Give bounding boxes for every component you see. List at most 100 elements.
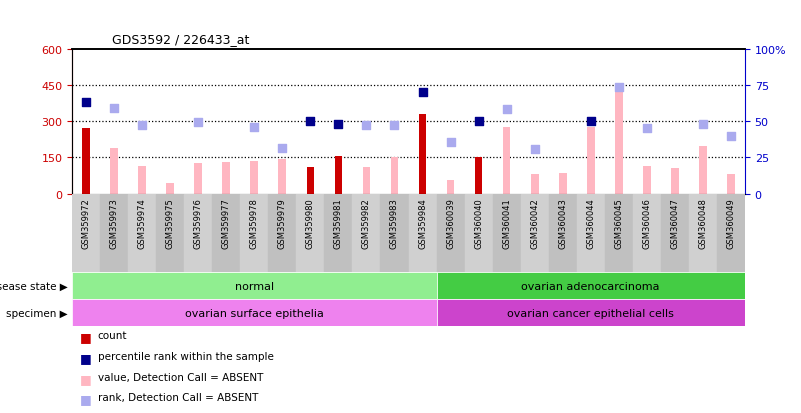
Bar [437,299,745,326]
Bar [139,166,146,194]
Text: ■: ■ [80,372,92,385]
Bar [549,194,577,273]
Point [724,133,737,140]
Bar [296,194,324,273]
Point [473,119,485,125]
Bar [279,159,286,194]
Bar [437,273,745,299]
Text: GSM359984: GSM359984 [418,198,427,249]
Text: disease state ▶: disease state ▶ [0,281,68,291]
Text: percentile rank within the sample: percentile rank within the sample [98,351,274,361]
Point [584,119,597,125]
Bar [307,168,314,194]
Bar [128,194,156,273]
Bar [447,181,454,194]
Bar [475,158,482,194]
Bar [391,158,398,194]
Text: GSM359978: GSM359978 [250,198,259,249]
Bar [184,194,212,273]
Text: GSM360045: GSM360045 [614,198,623,249]
Bar [268,194,296,273]
Bar [615,93,622,194]
Bar [363,168,370,194]
Bar [156,194,184,273]
Bar [72,273,437,299]
Bar [577,194,605,273]
Text: GSM360049: GSM360049 [727,198,735,249]
Point [444,139,457,146]
Bar [111,148,118,194]
Bar [167,183,174,194]
Text: GSM360048: GSM360048 [698,198,707,249]
Bar [195,164,202,194]
Text: GSM360043: GSM360043 [558,198,567,249]
Text: ovarian surface epithelia: ovarian surface epithelia [185,308,324,318]
Bar [689,194,717,273]
Bar [83,129,90,194]
Text: GSM359972: GSM359972 [82,198,91,249]
Point [500,107,513,113]
Bar [643,166,650,194]
Bar [437,194,465,273]
Text: GSM359979: GSM359979 [278,198,287,249]
Point [417,90,429,96]
Text: normal: normal [235,281,274,291]
Text: GSM359982: GSM359982 [362,198,371,249]
Point [332,121,345,128]
Point [696,121,710,128]
Bar [212,194,240,273]
Text: GSM360041: GSM360041 [502,198,511,249]
Text: GDS3592 / 226433_at: GDS3592 / 226433_at [112,33,250,45]
Bar [352,194,380,273]
Bar [419,115,426,194]
Point [641,126,654,132]
Text: ■: ■ [80,330,92,343]
Point [80,99,92,106]
Text: specimen ▶: specimen ▶ [6,308,68,318]
Text: GSM359975: GSM359975 [166,198,175,249]
Bar [559,173,566,194]
Text: ■: ■ [80,351,92,364]
Bar [465,194,493,273]
Bar [521,194,549,273]
Text: GSM359983: GSM359983 [390,198,399,249]
Bar [72,194,100,273]
Text: ovarian adenocarcinoma: ovarian adenocarcinoma [521,281,660,291]
Text: GSM359976: GSM359976 [194,198,203,249]
Bar [335,157,342,194]
Bar [531,175,538,194]
Bar [605,194,633,273]
Text: GSM359980: GSM359980 [306,198,315,249]
Text: GSM360044: GSM360044 [586,198,595,249]
Text: GSM359974: GSM359974 [138,198,147,249]
Bar [380,194,409,273]
Point [192,120,205,126]
Text: GSM360047: GSM360047 [670,198,679,249]
Bar [72,299,437,326]
Bar [717,194,745,273]
Bar [240,194,268,273]
Text: ■: ■ [80,392,92,405]
Text: GSM359977: GSM359977 [222,198,231,249]
Text: ovarian cancer epithelial cells: ovarian cancer epithelial cells [507,308,674,318]
Bar [409,194,437,273]
Bar [699,147,706,194]
Point [529,146,541,153]
Point [276,145,289,152]
Text: rank, Detection Call = ABSENT: rank, Detection Call = ABSENT [98,392,258,402]
Bar [661,194,689,273]
Text: GSM360042: GSM360042 [530,198,539,249]
Point [388,122,400,129]
Bar [503,128,510,194]
Point [136,122,149,129]
Text: count: count [98,330,127,340]
Point [304,119,317,125]
Text: GSM360039: GSM360039 [446,198,455,249]
Text: value, Detection Call = ABSENT: value, Detection Call = ABSENT [98,372,263,382]
Point [107,105,120,112]
Bar [223,163,230,194]
Text: GSM360046: GSM360046 [642,198,651,249]
Bar [633,194,661,273]
Bar [727,175,735,194]
Point [248,125,261,131]
